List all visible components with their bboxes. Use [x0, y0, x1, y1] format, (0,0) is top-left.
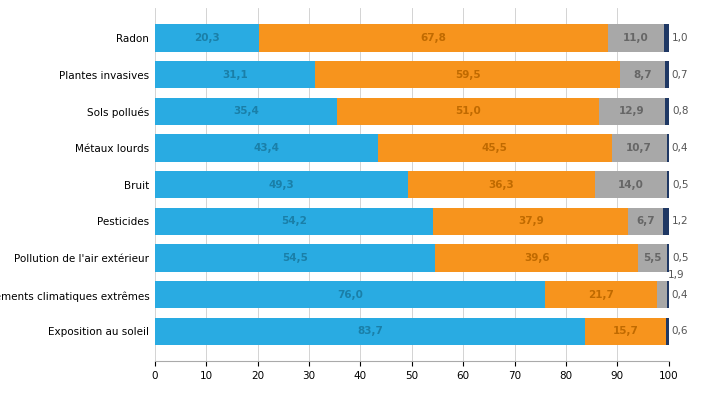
- Text: 67,8: 67,8: [420, 33, 446, 43]
- Text: 0,5: 0,5: [672, 253, 689, 263]
- Bar: [595, 171, 667, 198]
- Text: 5,5: 5,5: [643, 253, 662, 263]
- Bar: [435, 244, 639, 272]
- Bar: [667, 171, 670, 198]
- Bar: [155, 134, 378, 162]
- Text: 37,9: 37,9: [518, 216, 543, 226]
- Text: 51,0: 51,0: [455, 106, 481, 116]
- Bar: [585, 317, 666, 345]
- Text: 0,4: 0,4: [672, 290, 688, 300]
- Bar: [378, 134, 612, 162]
- Bar: [639, 244, 667, 272]
- Bar: [315, 61, 620, 88]
- Text: 36,3: 36,3: [489, 180, 515, 190]
- Text: 0,6: 0,6: [672, 326, 688, 336]
- Bar: [155, 24, 259, 52]
- Bar: [665, 98, 670, 125]
- Bar: [620, 61, 665, 88]
- Text: 31,1: 31,1: [222, 70, 248, 80]
- Text: 6,7: 6,7: [636, 216, 655, 226]
- Bar: [662, 208, 669, 235]
- Text: 12,9: 12,9: [620, 106, 645, 116]
- Bar: [155, 244, 435, 272]
- Text: 10,7: 10,7: [627, 143, 652, 153]
- Bar: [546, 281, 657, 308]
- Bar: [666, 317, 669, 345]
- Bar: [155, 281, 546, 308]
- Bar: [667, 281, 669, 308]
- Text: 76,0: 76,0: [337, 290, 363, 300]
- Text: 14,0: 14,0: [618, 180, 643, 190]
- Text: 49,3: 49,3: [269, 180, 294, 190]
- Text: 1,0: 1,0: [672, 33, 689, 43]
- Bar: [612, 134, 667, 162]
- Text: 8,7: 8,7: [634, 70, 652, 80]
- Bar: [155, 171, 408, 198]
- Text: 0,8: 0,8: [672, 106, 689, 116]
- Bar: [667, 244, 670, 272]
- Bar: [665, 61, 669, 88]
- Bar: [434, 208, 628, 235]
- Text: 0,4: 0,4: [672, 143, 688, 153]
- Bar: [628, 208, 662, 235]
- Bar: [608, 24, 664, 52]
- Bar: [664, 24, 670, 52]
- Bar: [408, 171, 595, 198]
- Text: 39,6: 39,6: [524, 253, 550, 263]
- Bar: [155, 317, 585, 345]
- Text: 20,3: 20,3: [194, 33, 220, 43]
- Text: 35,4: 35,4: [233, 106, 259, 116]
- Text: 83,7: 83,7: [357, 326, 383, 336]
- Bar: [657, 281, 667, 308]
- Bar: [337, 98, 599, 125]
- Text: 1,2: 1,2: [672, 216, 688, 226]
- Text: 43,4: 43,4: [253, 143, 279, 153]
- Bar: [155, 208, 434, 235]
- Text: 0,5: 0,5: [672, 180, 689, 190]
- Text: 0,7: 0,7: [672, 70, 688, 80]
- Text: 54,2: 54,2: [281, 216, 307, 226]
- Text: 15,7: 15,7: [612, 326, 639, 336]
- Text: 54,5: 54,5: [282, 253, 308, 263]
- Bar: [259, 24, 608, 52]
- Bar: [155, 98, 337, 125]
- Text: 21,7: 21,7: [589, 290, 614, 300]
- Text: 1,9: 1,9: [668, 270, 685, 280]
- Bar: [155, 61, 315, 88]
- Bar: [667, 134, 669, 162]
- Text: 11,0: 11,0: [623, 33, 649, 43]
- Text: 59,5: 59,5: [455, 70, 480, 80]
- Text: 45,5: 45,5: [482, 143, 508, 153]
- Bar: [599, 98, 665, 125]
